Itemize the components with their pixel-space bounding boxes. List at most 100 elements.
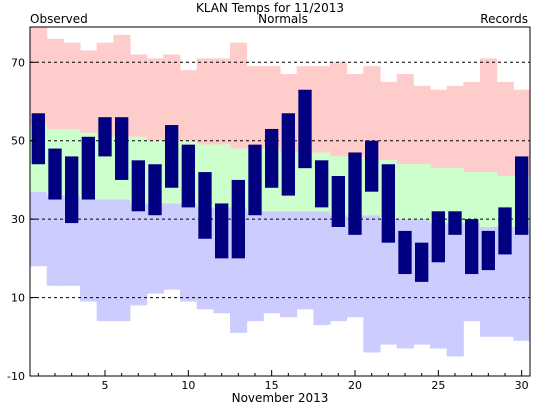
observed-bar bbox=[131, 160, 145, 212]
observed-bars bbox=[31, 89, 529, 282]
observed-bar bbox=[348, 152, 362, 235]
record-low-bar bbox=[446, 223, 464, 357]
legend-records: Records bbox=[480, 12, 528, 26]
observed-bar bbox=[81, 136, 95, 200]
observed-bar bbox=[515, 156, 529, 235]
legend-observed: Observed bbox=[30, 12, 88, 26]
record-high-bar bbox=[413, 85, 431, 165]
record-high-bar bbox=[163, 54, 181, 141]
record-low-bar bbox=[180, 203, 198, 302]
normal-bar bbox=[396, 164, 414, 220]
record-high-bar bbox=[380, 81, 398, 161]
record-low-bar bbox=[113, 199, 131, 322]
x-tick-label: 20 bbox=[348, 379, 362, 392]
observed-bar bbox=[331, 176, 345, 227]
normal-bar bbox=[213, 144, 231, 208]
x-tick-label: 15 bbox=[265, 379, 279, 392]
y-tick-label: 70 bbox=[11, 56, 25, 69]
record-high-bar bbox=[180, 70, 198, 141]
observed-bar bbox=[481, 230, 495, 271]
record-low-bar bbox=[130, 203, 148, 306]
record-low-bar bbox=[263, 211, 281, 314]
chart-title: KLAN Temps for 11/2013 bbox=[196, 1, 344, 15]
record-high-bar bbox=[496, 81, 514, 177]
observed-bar bbox=[498, 207, 512, 255]
observed-bar bbox=[381, 164, 395, 243]
record-high-bar bbox=[196, 58, 214, 145]
observed-bar bbox=[31, 113, 45, 165]
record-low-bar bbox=[296, 211, 314, 310]
y-tick-label: 50 bbox=[11, 135, 25, 148]
record-high-bar bbox=[96, 42, 114, 137]
normal-bar bbox=[480, 172, 498, 227]
observed-bar bbox=[48, 148, 62, 200]
observed-bar bbox=[231, 179, 245, 259]
legend-normals: Normals bbox=[258, 12, 308, 26]
record-low-bar bbox=[80, 199, 98, 302]
record-high-bar bbox=[313, 66, 331, 153]
observed-bar bbox=[248, 144, 262, 216]
axis-ticks: 5 10 15 20 25 30 -10 10 30 50 70 bbox=[7, 56, 529, 392]
record-high-bar bbox=[263, 66, 281, 149]
record-high-bar bbox=[80, 50, 98, 133]
record-low-bar bbox=[346, 215, 364, 318]
y-tick-label: 10 bbox=[11, 292, 25, 305]
observed-bar bbox=[281, 113, 295, 196]
normal-bar bbox=[413, 164, 431, 220]
record-high-bar bbox=[230, 42, 248, 149]
record-high-bar bbox=[46, 38, 64, 129]
observed-bar bbox=[415, 242, 429, 282]
observed-bar bbox=[448, 211, 462, 235]
record-low-bar bbox=[246, 211, 264, 322]
normal-bar bbox=[446, 168, 464, 224]
record-low-bar bbox=[330, 215, 348, 322]
record-high-bar bbox=[130, 54, 148, 137]
x-tick-label: 30 bbox=[515, 379, 529, 392]
observed-bar bbox=[98, 117, 112, 157]
observed-bar bbox=[181, 144, 195, 208]
record-high-bar bbox=[346, 74, 364, 157]
record-high-bar bbox=[113, 34, 131, 137]
observed-bar bbox=[398, 230, 412, 275]
record-low-bar bbox=[363, 215, 381, 353]
observed-bar bbox=[465, 219, 479, 275]
observed-bar bbox=[315, 160, 329, 208]
record-high-bar bbox=[446, 85, 464, 169]
observed-bar bbox=[365, 140, 379, 192]
record-low-bar bbox=[96, 199, 114, 322]
record-high-bar bbox=[246, 66, 264, 149]
observed-bar bbox=[265, 128, 279, 188]
plot-frame bbox=[29, 26, 531, 377]
x-axis-label: November 2013 bbox=[232, 391, 329, 405]
record-low-bar bbox=[513, 226, 531, 341]
record-high-bar bbox=[63, 42, 81, 129]
record-low-bar bbox=[30, 191, 48, 267]
observed-bar bbox=[165, 125, 179, 188]
record-low-bar bbox=[280, 211, 298, 318]
record-low-bar bbox=[146, 203, 164, 294]
record-high-bar bbox=[30, 27, 48, 126]
observed-bar bbox=[431, 211, 445, 263]
normal-bar bbox=[463, 172, 481, 224]
record-high-bar bbox=[513, 89, 531, 177]
observed-bar bbox=[65, 156, 79, 224]
record-low-bar bbox=[163, 203, 181, 290]
normal-bar bbox=[430, 168, 448, 224]
observed-bar bbox=[298, 89, 312, 169]
record-low-bar bbox=[313, 211, 331, 326]
gridlines bbox=[30, 61, 530, 299]
record-high-bar bbox=[330, 62, 348, 157]
x-tick-label: 10 bbox=[181, 379, 195, 392]
x-tick-label: 5 bbox=[102, 379, 109, 392]
observed-bar bbox=[115, 117, 129, 180]
observed-bar bbox=[148, 164, 162, 216]
record-high-bar bbox=[480, 58, 498, 173]
record-high-bar bbox=[213, 58, 231, 145]
record-high-bar bbox=[363, 66, 381, 161]
record-high-bar bbox=[430, 89, 448, 169]
observed-bar bbox=[215, 203, 229, 259]
observed-bar bbox=[198, 172, 212, 239]
record-low-bar bbox=[46, 195, 64, 286]
record-high-bar bbox=[396, 74, 414, 165]
